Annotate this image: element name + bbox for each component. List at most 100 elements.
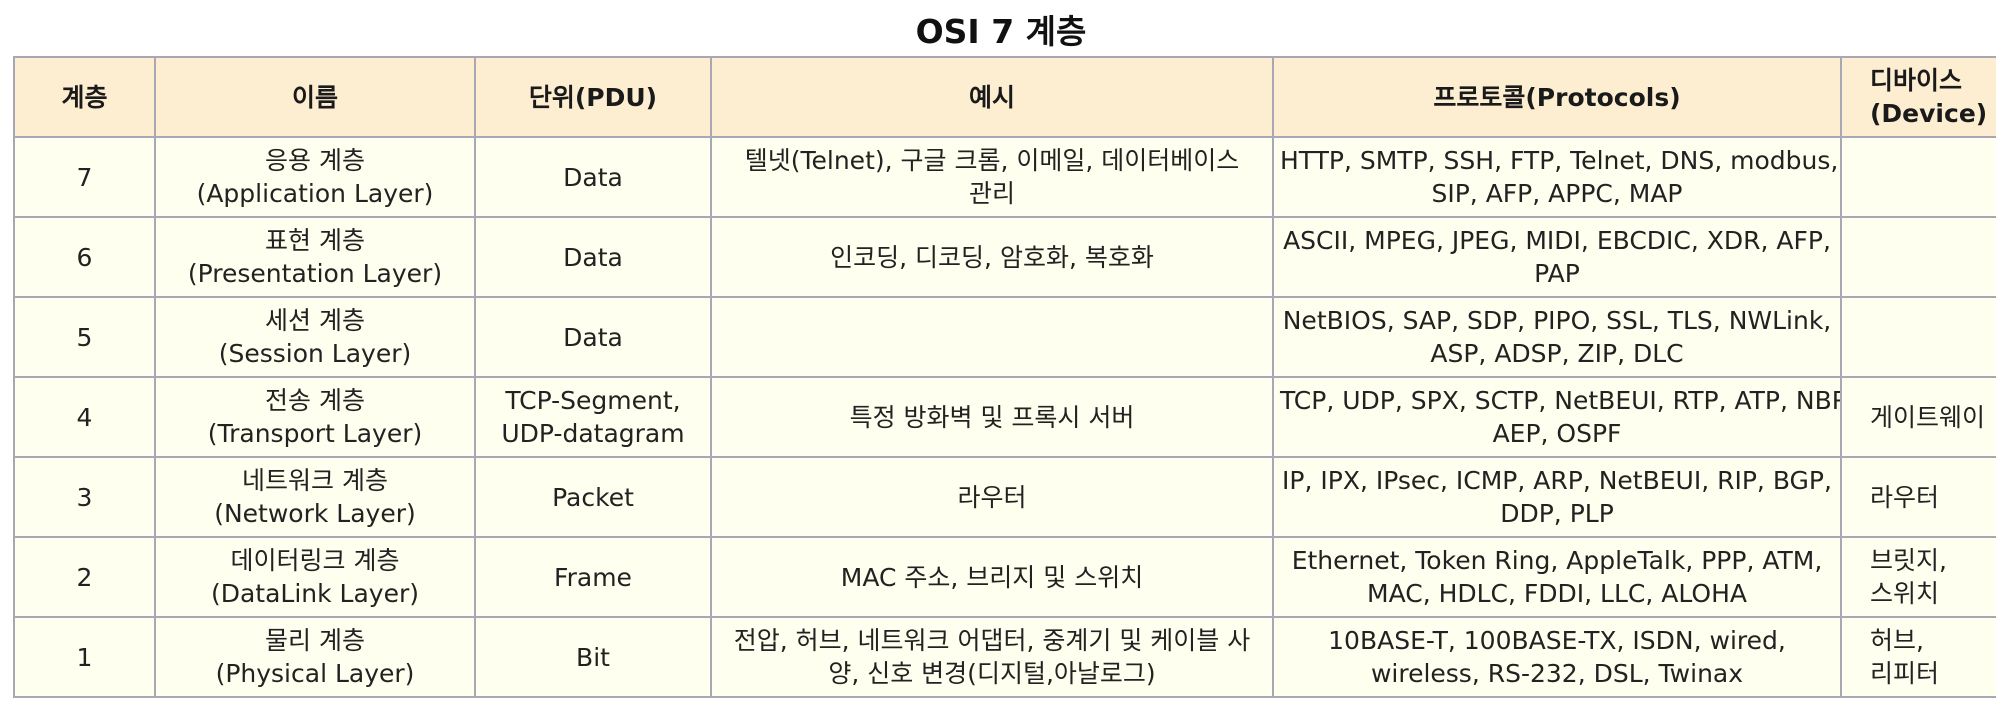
cell-pdu: Data	[474, 296, 712, 378]
cell-device-line1: 라우터	[1870, 482, 1940, 512]
cell-protocols-line1: NetBIOS, SAP, SDP, PIPO, SSL, TLS, NWLin…	[1282, 306, 1832, 335]
cell-example: MAC 주소, 브리지 및 스위치	[710, 536, 1274, 618]
cell-name: 물리 계층 (Physical Layer)	[154, 616, 476, 698]
cell-name-ko: 전송 계층	[265, 386, 365, 415]
header-device: 디바이스 (Device)	[1840, 56, 1996, 138]
header-device-line2: (Device)	[1870, 99, 1988, 128]
cell-name-ko: 물리 계층	[265, 626, 365, 655]
cell-protocols-line2: DDP, PLP	[1500, 499, 1614, 528]
cell-name-ko: 데이터링크 계층	[230, 546, 400, 575]
header-name: 이름	[154, 56, 476, 138]
cell-protocols: ASCII, MPEG, JPEG, MIDI, EBCDIC, XDR, AF…	[1272, 216, 1842, 298]
cell-pdu-line1: Data	[563, 242, 623, 272]
table-row: 5 세션 계층 (Session Layer) Data NetBIOS, SA…	[13, 296, 1996, 378]
cell-example-line1: 인코딩, 디코딩, 암호화, 복호화	[830, 242, 1154, 272]
cell-protocols-line1: Ethernet, Token Ring, AppleTalk, PPP, AT…	[1291, 546, 1823, 575]
cell-protocols: 10BASE-T, 100BASE-TX, ISDN, wired, wirel…	[1272, 616, 1842, 698]
table-row: 4 전송 계층 (Transport Layer) TCP-Segment, U…	[13, 376, 1996, 458]
cell-protocols: HTTP, SMTP, SSH, FTP, Telnet, DNS, modbu…	[1272, 136, 1842, 218]
cell-example: 텔넷(Telnet), 구글 크롬, 이메일, 데이터베이스 관리	[710, 136, 1274, 218]
cell-name: 응용 계층 (Application Layer)	[154, 136, 476, 218]
cell-pdu-line1: Frame	[554, 562, 632, 592]
cell-example-line1: 전압, 허브, 네트워크 어댑터, 중계기 및 케이블 사	[733, 626, 1251, 655]
osi-layers-table: 계층 이름 단위(PDU) 예시 프로토콜(Protocols) 디바이스 (D…	[13, 56, 1996, 698]
cell-protocols: IP, IPX, IPsec, ICMP, ARP, NetBEUI, RIP,…	[1272, 456, 1842, 538]
cell-name-en: (Physical Layer)	[215, 659, 415, 688]
cell-device: 라우터	[1840, 456, 1996, 538]
cell-pdu-line2: UDP-datagram	[501, 419, 685, 448]
table-row: 3 네트워크 계층 (Network Layer) Packet 라우터 IP,…	[13, 456, 1996, 538]
table-row: 6 표현 계층 (Presentation Layer) Data 인코딩, 디…	[13, 216, 1996, 298]
cell-device: 브릿지, 스위치	[1840, 536, 1996, 618]
cell-name-ko: 표현 계층	[265, 226, 365, 255]
cell-protocols-line1: HTTP, SMTP, SSH, FTP, Telnet, DNS, modbu…	[1280, 146, 1839, 175]
cell-name-en: (Session Layer)	[218, 339, 412, 368]
cell-layer: 6	[13, 216, 156, 298]
cell-protocols-line2: PAP	[1534, 259, 1580, 288]
cell-name-en: (Application Layer)	[196, 179, 434, 208]
cell-example-line1: 라우터	[957, 482, 1027, 512]
cell-example-line2: 양, 신호 변경(디지털,아날로그)	[828, 659, 1156, 688]
cell-pdu: Packet	[474, 456, 712, 538]
cell-pdu: Data	[474, 136, 712, 218]
cell-pdu-line1: Bit	[576, 642, 610, 672]
cell-device-line2: 리피터	[1870, 659, 1940, 688]
cell-protocols-line2: wireless, RS-232, DSL, Twinax	[1370, 659, 1744, 688]
cell-pdu-line1: Data	[563, 162, 623, 192]
cell-protocols-line1: TCP, UDP, SPX, SCTP, NetBEUI, RTP, ATP, …	[1280, 386, 1841, 415]
cell-protocols-line1: ASCII, MPEG, JPEG, MIDI, EBCDIC, XDR, AF…	[1283, 226, 1831, 255]
cell-example: 인코딩, 디코딩, 암호화, 복호화	[710, 216, 1274, 298]
table-row: 1 물리 계층 (Physical Layer) Bit 전압, 허브, 네트워…	[13, 616, 1996, 698]
cell-device	[1840, 136, 1996, 218]
cell-name: 세션 계층 (Session Layer)	[154, 296, 476, 378]
cell-protocols-line2: ASP, ADSP, ZIP, DLC	[1430, 339, 1684, 368]
cell-protocols-line2: SIP, AFP, APPC, MAP	[1431, 179, 1683, 208]
cell-protocols: Ethernet, Token Ring, AppleTalk, PPP, AT…	[1272, 536, 1842, 618]
cell-layer: 7	[13, 136, 156, 218]
cell-name-ko: 세션 계층	[265, 306, 365, 335]
cell-layer: 3	[13, 456, 156, 538]
cell-name: 표현 계층 (Presentation Layer)	[154, 216, 476, 298]
cell-protocols-line1: 10BASE-T, 100BASE-TX, ISDN, wired,	[1328, 626, 1786, 655]
cell-device-line2: 스위치	[1870, 579, 1940, 608]
cell-name-en: (Transport Layer)	[207, 419, 423, 448]
page-title: OSI 7 계층	[915, 12, 1087, 51]
table-row: 2 데이터링크 계층 (DataLink Layer) Frame MAC 주소…	[13, 536, 1996, 618]
cell-name-ko: 응용 계층	[265, 146, 365, 175]
header-layer: 계층	[13, 56, 156, 138]
cell-pdu-line1: TCP-Segment,	[505, 386, 681, 415]
cell-device: 게이트웨이	[1840, 376, 1996, 458]
cell-example: 전압, 허브, 네트워크 어댑터, 중계기 및 케이블 사 양, 신호 변경(디…	[710, 616, 1274, 698]
cell-name-en: (Network Layer)	[214, 499, 416, 528]
cell-example	[710, 296, 1274, 378]
cell-layer: 4	[13, 376, 156, 458]
cell-example: 라우터	[710, 456, 1274, 538]
cell-device-line1: 브릿지,	[1870, 546, 1947, 575]
table-header-row: 계층 이름 단위(PDU) 예시 프로토콜(Protocols) 디바이스 (D…	[13, 56, 1996, 138]
header-pdu: 단위(PDU)	[474, 56, 712, 138]
cell-pdu-line1: Packet	[552, 482, 634, 512]
cell-name-ko: 네트워크 계층	[242, 466, 388, 495]
cell-pdu: Frame	[474, 536, 712, 618]
cell-pdu-line1: Data	[563, 322, 623, 352]
header-example: 예시	[710, 56, 1274, 138]
cell-example-line1: 특정 방화벽 및 프록시 서버	[849, 402, 1135, 432]
cell-device	[1840, 216, 1996, 298]
cell-protocols-line2: AEP, OSPF	[1492, 419, 1622, 448]
cell-example-line1: 텔넷(Telnet), 구글 크롬, 이메일, 데이터베이스	[744, 146, 1240, 175]
cell-protocols: TCP, UDP, SPX, SCTP, NetBEUI, RTP, ATP, …	[1272, 376, 1842, 458]
cell-protocols-line1: IP, IPX, IPsec, ICMP, ARP, NetBEUI, RIP,…	[1282, 466, 1832, 495]
cell-device-line1: 게이트웨이	[1870, 402, 1986, 432]
cell-layer: 1	[13, 616, 156, 698]
cell-pdu: Bit	[474, 616, 712, 698]
cell-layer: 2	[13, 536, 156, 618]
cell-device	[1840, 296, 1996, 378]
cell-name: 네트워크 계층 (Network Layer)	[154, 456, 476, 538]
cell-example-line2: 관리	[968, 179, 1015, 208]
cell-name: 전송 계층 (Transport Layer)	[154, 376, 476, 458]
cell-example: 특정 방화벽 및 프록시 서버	[710, 376, 1274, 458]
header-protocols: 프로토콜(Protocols)	[1272, 56, 1842, 138]
cell-device: 허브, 리피터	[1840, 616, 1996, 698]
cell-layer: 5	[13, 296, 156, 378]
